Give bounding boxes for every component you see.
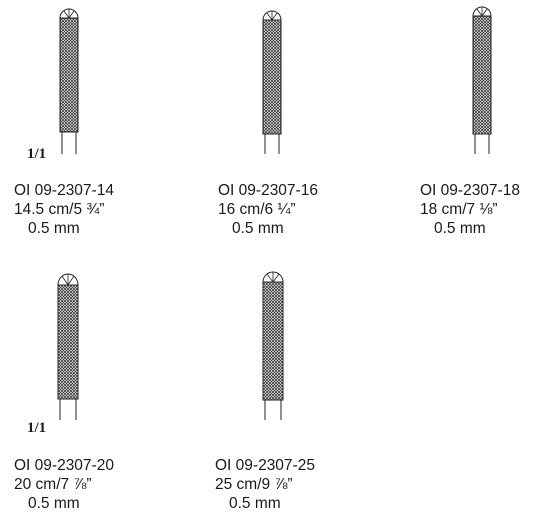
product-size: 0.5 mm <box>28 220 80 237</box>
product-caption: OI 09-2307-18 18 cm/7 ⅛” 0.5 mm <box>420 181 520 238</box>
product-caption: OI 09-2307-20 20 cm/7 ⅞” 0.5 mm <box>14 456 114 513</box>
instrument-illustration <box>262 271 284 420</box>
product-size: 0.5 mm <box>229 495 281 512</box>
product-code: OI 09-2307-14 <box>14 182 114 199</box>
instrument-illustration <box>472 6 492 154</box>
product-size: 0.5 mm <box>434 220 486 237</box>
instrument-illustration <box>57 273 79 420</box>
instrument-illustration <box>262 10 282 154</box>
product-length: 16 cm/6 ¼” <box>218 201 296 218</box>
scale-mark: 1/1 <box>27 146 47 162</box>
product-code: OI 09-2307-25 <box>215 457 315 474</box>
product-code: OI 09-2307-20 <box>14 457 114 474</box>
product-size: 0.5 mm <box>28 495 80 512</box>
product-caption: OI 09-2307-14 14.5 cm/5 ¾” 0.5 mm <box>14 181 114 238</box>
product-caption: OI 09-2307-25 25 cm/9 ⅞” 0.5 mm <box>215 456 315 513</box>
product-length: 20 cm/7 ⅞” <box>14 476 92 493</box>
product-length: 14.5 cm/5 ¾” <box>14 201 105 218</box>
product-code: OI 09-2307-18 <box>420 182 520 199</box>
instrument-illustration <box>59 8 79 154</box>
product-code: OI 09-2307-16 <box>218 182 318 199</box>
product-length: 25 cm/9 ⅞” <box>215 476 293 493</box>
product-length: 18 cm/7 ⅛” <box>420 201 498 218</box>
product-caption: OI 09-2307-16 16 cm/6 ¼” 0.5 mm <box>218 181 318 238</box>
scale-mark: 1/1 <box>27 420 47 436</box>
product-size: 0.5 mm <box>232 220 284 237</box>
